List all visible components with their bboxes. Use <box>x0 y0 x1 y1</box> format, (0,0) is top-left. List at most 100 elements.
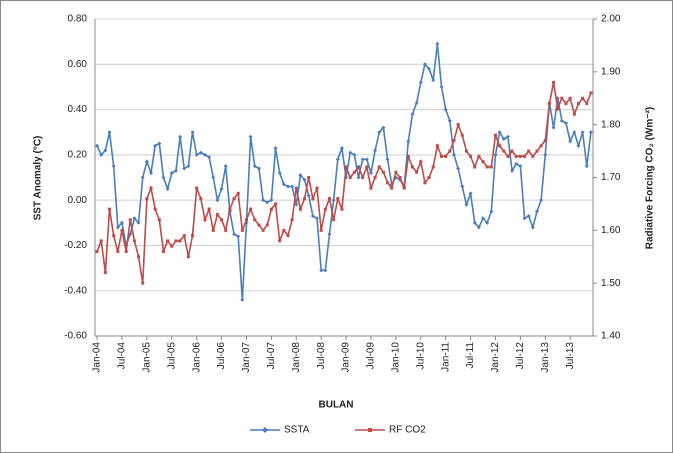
data-point <box>120 228 124 232</box>
data-point <box>191 234 195 238</box>
data-point <box>568 96 572 100</box>
data-point <box>373 148 378 153</box>
data-point <box>136 220 141 225</box>
data-point <box>576 143 581 148</box>
data-point <box>236 234 241 239</box>
data-point <box>469 154 473 158</box>
x-tick-label: Jan-04 <box>92 342 103 373</box>
data-point <box>269 207 273 211</box>
data-point <box>178 134 183 139</box>
data-point <box>552 80 556 84</box>
data-point <box>431 78 436 83</box>
x-tick-label: Jul-10 <box>415 342 426 370</box>
data-point <box>244 218 248 222</box>
data-point <box>236 191 240 195</box>
data-point <box>522 216 527 221</box>
data-point <box>440 154 444 158</box>
data-point <box>99 239 103 243</box>
data-point <box>435 144 439 148</box>
data-point <box>464 149 468 153</box>
data-point <box>315 186 319 190</box>
data-point <box>530 225 535 230</box>
x-tick-label: Jul-05 <box>166 342 177 370</box>
data-point <box>556 107 560 111</box>
data-point <box>348 150 353 155</box>
data-point <box>560 96 564 100</box>
data-point <box>444 154 448 158</box>
data-point <box>315 216 320 221</box>
data-point <box>298 173 303 178</box>
data-point <box>514 161 519 166</box>
data-point <box>173 168 178 173</box>
data-point <box>108 207 112 211</box>
data-point <box>132 239 136 243</box>
data-point <box>339 146 344 151</box>
data-point <box>223 164 228 169</box>
data-point <box>390 186 394 190</box>
data-point <box>419 160 423 164</box>
y2-tick-label: 1.40 <box>601 331 621 342</box>
data-point <box>211 175 216 180</box>
data-point <box>422 62 427 67</box>
data-point <box>415 170 419 174</box>
y2-tick-label: 1.60 <box>601 225 621 236</box>
data-point <box>489 165 493 169</box>
data-point <box>95 143 100 148</box>
x-tick-label: Jul-11 <box>465 342 476 369</box>
data-point <box>501 137 506 142</box>
data-point <box>564 102 568 106</box>
legend-label: SSTA <box>284 425 310 436</box>
x-tick-label: Jan-13 <box>540 342 551 373</box>
data-point <box>286 234 290 238</box>
data-point <box>369 186 373 190</box>
x-tick-label: Jul-07 <box>266 342 277 370</box>
y-tick-label: 0.20 <box>68 149 88 160</box>
data-point <box>99 152 104 157</box>
data-point <box>589 91 593 95</box>
data-point <box>215 198 220 203</box>
data-point <box>119 220 124 225</box>
data-point <box>116 249 120 253</box>
data-point <box>161 249 165 253</box>
data-point <box>518 164 523 169</box>
data-point <box>523 154 527 158</box>
data-point <box>539 198 544 203</box>
data-point <box>165 186 170 191</box>
data-point <box>169 170 174 175</box>
y-axis-title: SST Anomaly (°C) <box>33 136 44 221</box>
data-point <box>310 213 315 218</box>
series-line <box>96 43 592 300</box>
data-point <box>498 144 502 148</box>
x-tick-label: Jul-06 <box>216 342 227 370</box>
data-point <box>256 166 261 171</box>
x-tick-label: Jul-12 <box>515 342 526 370</box>
x-tick-label: Jul-13 <box>565 342 576 370</box>
data-point <box>356 175 361 180</box>
data-point <box>377 130 382 135</box>
data-point <box>352 152 357 157</box>
data-point <box>253 218 257 222</box>
data-point <box>240 297 245 302</box>
data-point <box>348 176 352 179</box>
data-point <box>140 175 145 180</box>
data-point <box>531 154 535 158</box>
data-point <box>149 186 153 190</box>
data-point <box>240 228 244 232</box>
data-point <box>414 100 419 105</box>
data-point <box>161 175 166 180</box>
data-point <box>518 154 522 158</box>
data-point <box>431 165 435 169</box>
x-tick-label: Jan-06 <box>191 342 202 373</box>
data-point <box>510 149 514 153</box>
y2-tick-label: 1.90 <box>601 66 621 77</box>
data-point <box>153 207 157 211</box>
data-point <box>278 239 282 243</box>
x-tick-label: Jul-09 <box>366 342 377 370</box>
data-point <box>534 209 539 214</box>
data-point <box>157 218 161 222</box>
data-point <box>128 218 132 222</box>
data-point <box>323 268 328 273</box>
data-point <box>452 139 456 143</box>
